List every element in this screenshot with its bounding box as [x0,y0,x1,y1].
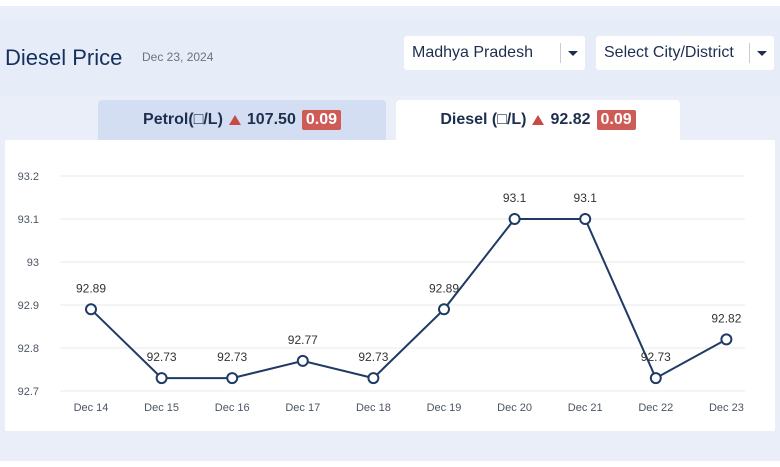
x-tick-label: Dec 14 [74,402,109,414]
data-label: 93.1 [503,191,527,205]
series-line [90,218,727,380]
data-label: 92.73 [358,350,388,364]
tab-diesel-price: 92.82 [550,111,591,128]
x-tick-label: Dec 19 [427,402,462,414]
x-tick-label: Dec 20 [497,402,532,414]
bottom-strip [0,461,780,467]
data-point [155,372,168,385]
data-point [226,372,239,385]
y-tick-label: 93 [27,257,39,269]
x-tick-label: Dec 17 [285,402,320,414]
y-tick-label: 92.9 [18,300,39,312]
chart-card: 92.7 92.8 92.9 93 93.1 93.2 Dec 14 Dec 15 Dec 16… [5,140,775,431]
chevron-down-icon[interactable] [561,50,585,56]
state-select-value: Madhya Pradesh [412,44,533,61]
city-select[interactable]: Select City/District [596,36,774,70]
page-title: Diesel Price [5,45,123,70]
data-point [438,303,450,316]
data-point [367,372,380,385]
x-tick-label: Dec 22 [638,402,673,414]
top-strip [0,0,780,6]
tab-diesel-change-badge: 0.09 [596,110,636,130]
data-point [579,213,592,225]
tab-diesel-label: Diesel (□/L) [440,111,527,128]
data-point [508,213,521,225]
x-tick-label: Dec 21 [568,402,603,414]
data-label: 92.89 [76,281,106,295]
y-tick-label: 93.1 [18,214,39,226]
price-up-icon [228,115,241,125]
tab-diesel[interactable]: Diesel (□/L) 92.82 0.09 [396,100,680,140]
data-label: 92.73 [641,350,671,364]
data-label: 92.73 [147,350,177,364]
tab-petrol-price: 107.50 [246,111,296,128]
x-tick-label: Dec 15 [144,402,179,414]
tab-petrol-label: Petrol(□/L) [143,111,223,128]
y-tick-label: 93.2 [18,171,39,183]
tab-petrol-change-badge: 0.09 [301,110,341,130]
x-tick-label: Dec 16 [215,402,250,414]
data-label: 92.82 [711,311,741,325]
chevron-down-icon[interactable] [750,50,774,56]
city-select-value: Select City/District [604,44,734,61]
y-tick-label: 92.8 [18,343,39,355]
city-select-divider [749,43,750,63]
data-label: 92.89 [429,281,459,295]
data-point [85,303,97,316]
data-point [296,354,309,367]
data-point [649,372,662,385]
x-tick-label: Dec 23 [709,402,744,414]
price-line-chart: 92.7 92.8 92.9 93 93.1 93.2 Dec 14 Dec 15 Dec 16… [18,171,745,414]
data-label: 93.1 [574,191,598,205]
price-up-icon [532,115,545,125]
data-label: 92.77 [288,333,318,347]
tab-petrol[interactable]: Petrol(□/L) 107.50 0.09 [98,100,386,140]
y-tick-label: 92.7 [18,386,39,398]
state-select[interactable]: Madhya Pradesh [404,36,585,70]
x-tick-label: Dec 18 [356,402,391,414]
state-select-divider [560,43,561,63]
page-date: Dec 23, 2024 [142,50,214,64]
data-label: 92.73 [217,350,247,364]
data-point [720,333,733,346]
